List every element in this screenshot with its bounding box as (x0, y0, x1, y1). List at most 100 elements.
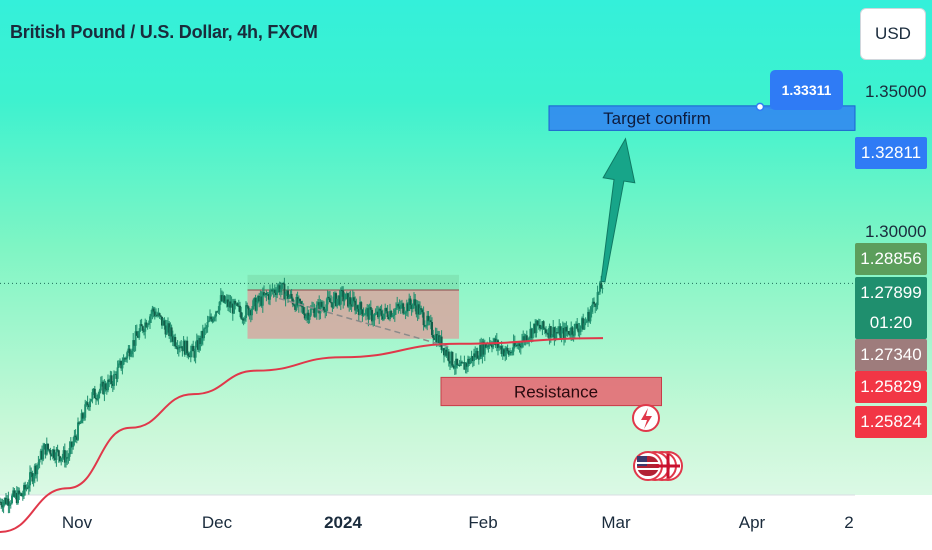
candle-body (365, 309, 367, 315)
candle-body (355, 305, 358, 311)
candle-body (324, 310, 327, 312)
candle-body (389, 311, 391, 320)
candle-body (277, 285, 280, 290)
candle-body (342, 290, 345, 302)
candle-body (432, 335, 435, 339)
candle-body (248, 310, 251, 316)
candle-body (167, 323, 169, 326)
candle-body (47, 443, 49, 450)
candle-body (66, 457, 69, 459)
candle-body (169, 327, 172, 337)
candle-body (176, 347, 179, 350)
candle-body (135, 331, 138, 336)
projection-arrow[interactable] (600, 137, 636, 283)
candle-body (482, 341, 485, 355)
candle-body (559, 326, 562, 338)
us-flag-stripe-icon (637, 468, 659, 470)
range-box[interactable] (247, 274, 460, 339)
candle-body (155, 314, 157, 317)
candle-body (415, 305, 418, 315)
candle-body (314, 312, 317, 317)
candle-body (228, 301, 231, 307)
candle-body (147, 322, 150, 325)
candle-body (305, 315, 307, 319)
candle-body (571, 327, 574, 335)
candle-body (309, 308, 312, 316)
candle-body (336, 298, 339, 307)
candle-body (595, 305, 598, 307)
candle-body (127, 348, 130, 353)
candle-body (269, 290, 271, 300)
candle-body (486, 345, 489, 348)
candle-body (19, 493, 22, 495)
overlay-lines (0, 282, 855, 481)
callout-anchor[interactable] (755, 102, 765, 112)
candle-body (410, 304, 413, 309)
candle-body (546, 332, 549, 334)
y-tick-label: 1.35000 (865, 82, 927, 101)
candle-body (219, 295, 222, 302)
candle-body (49, 450, 52, 455)
candle-body (543, 328, 546, 330)
candle-body (62, 450, 65, 457)
candle-body (200, 330, 203, 344)
candle-body (441, 348, 444, 350)
candle-body (505, 348, 508, 353)
candle-body (529, 328, 532, 338)
candle-body (114, 374, 117, 376)
candle-body (491, 344, 493, 348)
candle-body (253, 297, 256, 301)
candle-body (503, 349, 505, 356)
candle-body (423, 325, 426, 327)
candle-body (97, 393, 100, 400)
candle-body (56, 449, 59, 451)
candle-body (434, 334, 437, 340)
candle-body (290, 293, 293, 299)
resistance-zone[interactable] (440, 376, 662, 407)
candle-body (380, 310, 383, 317)
currency-button[interactable]: USD (860, 8, 926, 60)
candle-body (5, 497, 7, 504)
candle-body (25, 487, 28, 490)
price-callout[interactable]: 1.33311 (770, 70, 843, 110)
candle-body (511, 351, 514, 354)
price-badge-resistance-high: 1.25829 (855, 371, 927, 403)
candle-body (563, 327, 565, 339)
candle-body (37, 462, 40, 466)
candle-body (189, 350, 192, 358)
candle-body (500, 346, 503, 354)
candle-body (391, 315, 394, 317)
candle-body (321, 306, 324, 308)
candle-body (126, 352, 129, 359)
candle-body (164, 325, 167, 335)
candle-body (156, 314, 159, 316)
candle-body (411, 304, 414, 309)
candle-body (163, 320, 166, 326)
candle-body (395, 308, 397, 310)
candle-body (523, 336, 526, 342)
candle-body (540, 328, 543, 330)
candle-body (273, 289, 276, 293)
candle-body (578, 328, 581, 333)
range-box-upper[interactable] (247, 274, 460, 291)
candle-body (561, 327, 564, 331)
candle-body (86, 402, 89, 406)
candle-body (464, 363, 467, 370)
candle-body (38, 459, 41, 463)
candle-body (524, 335, 527, 342)
candle-body (453, 367, 456, 369)
candle-body (433, 338, 436, 340)
candle-body (499, 346, 502, 348)
candle-body (265, 293, 268, 295)
candle-body (241, 318, 244, 320)
candle-body (501, 349, 504, 354)
candle-body (426, 315, 429, 326)
zones[interactable]: Target confirm Resistance (440, 102, 856, 407)
lightning-glyph-icon (641, 408, 652, 429)
candle-body (143, 330, 145, 332)
x-tick-label: Apr (738, 513, 766, 532)
projection-arrow-shape[interactable] (600, 137, 636, 283)
candle-body (542, 321, 545, 329)
candle-body (117, 363, 120, 368)
